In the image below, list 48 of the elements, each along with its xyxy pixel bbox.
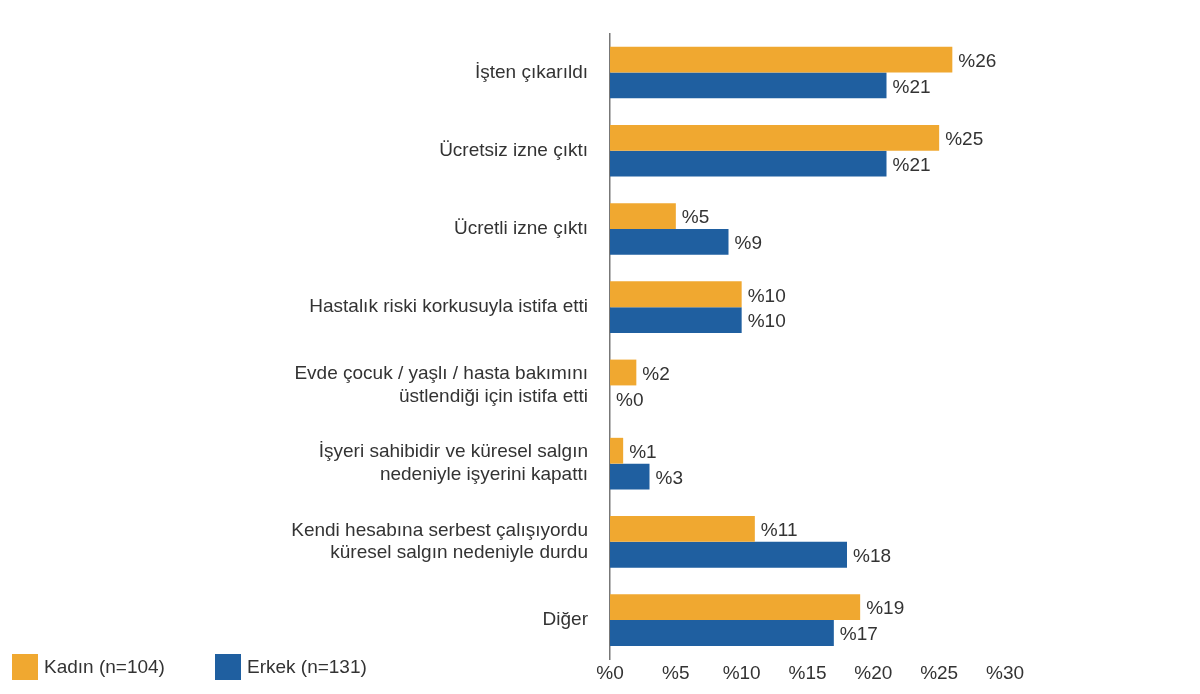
bar <box>610 228 729 255</box>
x-tick-label: %10 <box>722 661 761 683</box>
bar <box>610 124 940 151</box>
bar <box>610 72 887 99</box>
bar <box>610 437 624 464</box>
bar <box>610 46 953 73</box>
data-label: %26 <box>958 49 997 71</box>
data-label: %3 <box>655 466 683 488</box>
x-tick-label: %25 <box>920 661 959 683</box>
data-label: %17 <box>839 623 878 645</box>
bar <box>610 620 834 646</box>
data-label: %2 <box>642 362 670 384</box>
data-label: %11 <box>760 519 798 541</box>
y-tick-label: Diğer <box>542 608 589 630</box>
y-tick-label: Ücretli izne çıktı <box>453 217 588 239</box>
data-label: %25 <box>945 128 984 150</box>
data-label: %10 <box>747 310 786 332</box>
bar <box>610 463 650 490</box>
data-label: %9 <box>734 232 762 254</box>
bar <box>610 150 887 177</box>
x-tick-label: %0 <box>596 661 624 683</box>
y-tick-label: İşten çıkarıldı <box>475 60 588 82</box>
y-tick-label: Hastalık riski korkusuyla istifa etti <box>309 295 588 317</box>
y-tick-label: Evde çocuk / yaşlı / hasta bakımını üstlendiği için istifa etti <box>294 362 588 407</box>
x-tick-label: %15 <box>788 661 827 683</box>
bar <box>610 307 742 333</box>
data-label: %21 <box>892 75 931 97</box>
y-tick-label: Kendi hesabına serbest çalışıyordu küresel salgın nedeniyle durdu <box>291 518 588 563</box>
data-label: %18 <box>853 545 892 566</box>
data-label: %1 <box>629 440 657 462</box>
bar <box>610 594 861 621</box>
data-label: %5 <box>681 206 710 228</box>
y-tick-label: Ücretsiz izne çıktı <box>439 138 588 160</box>
data-label: %21 <box>892 153 931 175</box>
x-tick-label: %20 <box>854 661 893 683</box>
x-tick-label: %5 <box>662 661 690 683</box>
bar <box>610 516 755 542</box>
bar <box>610 359 637 386</box>
x-tick-label: %30 <box>985 661 1025 683</box>
bar <box>610 281 742 308</box>
legend-label: Erkek (n=131) <box>246 656 367 678</box>
bar <box>610 203 676 229</box>
data-label: %10 <box>747 284 786 306</box>
data-label: %0 <box>616 388 644 410</box>
data-label: %19 <box>866 597 905 619</box>
bar <box>610 541 847 568</box>
y-tick-label: İşyeri sahibidir ve küresel salgın nedeniyle işyerini kapattı <box>318 440 588 485</box>
legend-label: Kadın (n=104) <box>44 656 165 678</box>
